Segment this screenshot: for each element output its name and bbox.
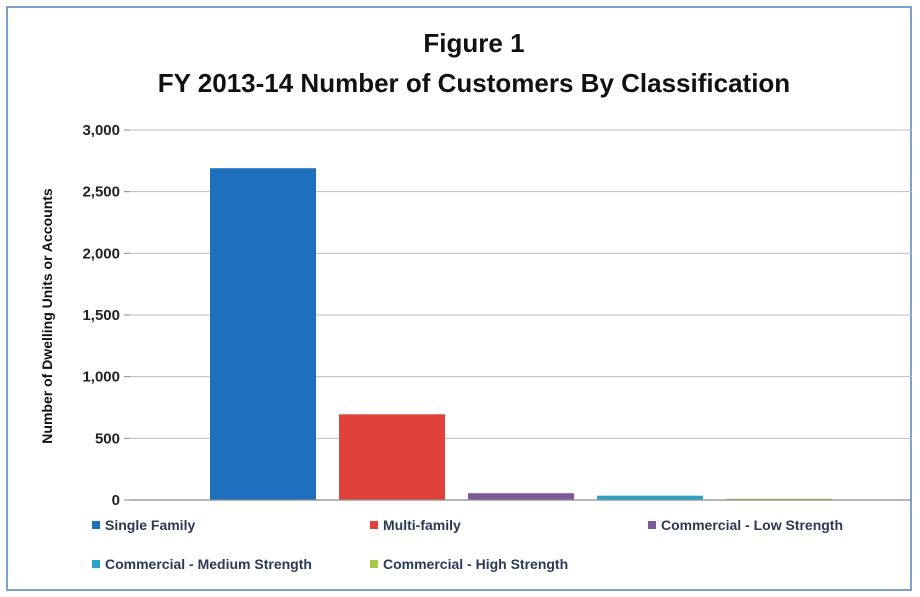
legend-label: Commercial - High Strength [383, 556, 568, 572]
y-tick-label: 2,000 [82, 245, 120, 262]
legend-label: Commercial - Low Strength [661, 517, 843, 533]
chart-title: Figure 1 [423, 28, 524, 58]
y-axis-label: Number of Dwelling Units or Accounts [39, 188, 55, 444]
y-tick-label: 0 [112, 492, 120, 509]
legend-swatch [92, 560, 100, 568]
y-tick-label: 1,500 [82, 307, 120, 324]
bar-1 [210, 168, 316, 500]
bar-2 [339, 414, 445, 500]
bar-5 [726, 498, 832, 500]
y-tick-label: 3,000 [82, 122, 120, 139]
legend-swatch [648, 521, 656, 529]
legend-label: Multi-family [383, 517, 461, 533]
legend-swatch [370, 560, 378, 568]
chart-frame [6, 6, 912, 591]
legend-swatch [92, 521, 100, 529]
chart-subtitle: FY 2013-14 Number of Customers By Classi… [158, 68, 790, 98]
legend-label: Commercial - Medium Strength [105, 556, 312, 572]
bars [210, 168, 832, 500]
legend: Single Family Multi-family Commercial - Lo… [92, 517, 843, 572]
legend-label: Single Family [105, 517, 195, 533]
y-tick-label: 500 [95, 430, 120, 447]
y-tick-label: 1,000 [82, 369, 120, 386]
bar-4 [597, 495, 703, 500]
y-axis-ticks: 0 500 1,000 1,500 2,000 2,500 3,000 [82, 122, 130, 509]
y-tick-label: 2,500 [82, 184, 120, 201]
legend-swatch [370, 521, 378, 529]
bar-3 [468, 493, 574, 500]
